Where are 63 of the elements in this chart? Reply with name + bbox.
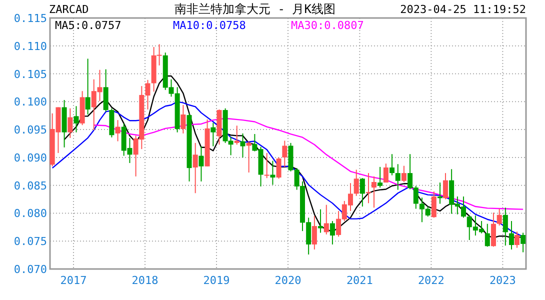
- x-tick-label: 2020: [274, 274, 302, 287]
- candlestick: [68, 108, 73, 138]
- candlestick: [354, 169, 359, 196]
- y-tick-label: 0.105: [14, 68, 47, 81]
- candlestick: [318, 208, 324, 234]
- candlestick: [431, 190, 436, 218]
- y-tick-label: 0.110: [14, 40, 47, 53]
- candlestick: [192, 142, 198, 194]
- x-tick-label: 2017: [60, 274, 87, 287]
- candlestick: [442, 172, 448, 200]
- x-tick-label: 2022: [418, 274, 444, 287]
- candlestick: [264, 152, 270, 179]
- y-tick-label: 0.090: [14, 151, 47, 164]
- candlestick: [378, 166, 383, 188]
- candlestick: [490, 212, 496, 248]
- y-tick-label: 0.075: [14, 235, 47, 248]
- candlestick: [520, 232, 526, 253]
- x-tick-label: 2019: [203, 274, 230, 287]
- candlestick: [74, 106, 79, 133]
- chart-title: 南非兰特加拿大元 - 月K线图: [174, 2, 336, 16]
- text: 2023-04-25 11:19:52: [400, 3, 526, 16]
- y-tick-label: 0.100: [14, 96, 47, 109]
- candlestick: [282, 140, 288, 168]
- text: MA30:0.0807: [291, 19, 364, 32]
- candlestick: [401, 165, 406, 182]
- candlestick: [324, 204, 329, 235]
- candlestick: [509, 220, 514, 250]
- y-tick-label: 0.095: [14, 124, 47, 137]
- y-tick-label: 0.080: [14, 207, 47, 220]
- candlestick: [484, 223, 490, 248]
- text: MA10:0.0758: [173, 19, 246, 32]
- candlestick: [234, 125, 240, 146]
- candlestick: [502, 207, 508, 246]
- candlestick: [198, 146, 204, 182]
- candlestick: [366, 172, 372, 204]
- candlestick: [115, 120, 120, 142]
- candlestick: [210, 122, 216, 147]
- candlestick: [496, 208, 502, 226]
- line-series: [93, 118, 524, 210]
- y-tick-label: 0.115: [14, 12, 47, 25]
- candlestick: [514, 231, 520, 248]
- candlestick: [270, 160, 276, 186]
- candlestick: [103, 68, 108, 112]
- candlestick: [390, 154, 395, 176]
- candlestick: [395, 164, 400, 190]
- candlestick: [330, 220, 335, 245]
- candlestick: [461, 196, 466, 218]
- candlestick: [312, 216, 317, 250]
- candlestick: [240, 132, 246, 158]
- x-tick-label: 2018: [132, 274, 158, 287]
- candlestick: [85, 58, 90, 115]
- y-tick-label: 0.070: [14, 263, 47, 276]
- candlestick: [276, 156, 282, 180]
- text: ZARCAD: [49, 3, 89, 16]
- candlestick: [383, 163, 388, 184]
- candlestick: [371, 176, 376, 208]
- x-tick-label: 2021: [346, 274, 373, 287]
- candlestick: [438, 182, 443, 204]
- candlestick: [180, 104, 186, 134]
- y-tick-label: 0.085: [14, 179, 47, 192]
- text: MA5:0.0757: [55, 19, 122, 32]
- x-tick-label: 2023: [489, 274, 516, 287]
- candlestick: [360, 178, 365, 208]
